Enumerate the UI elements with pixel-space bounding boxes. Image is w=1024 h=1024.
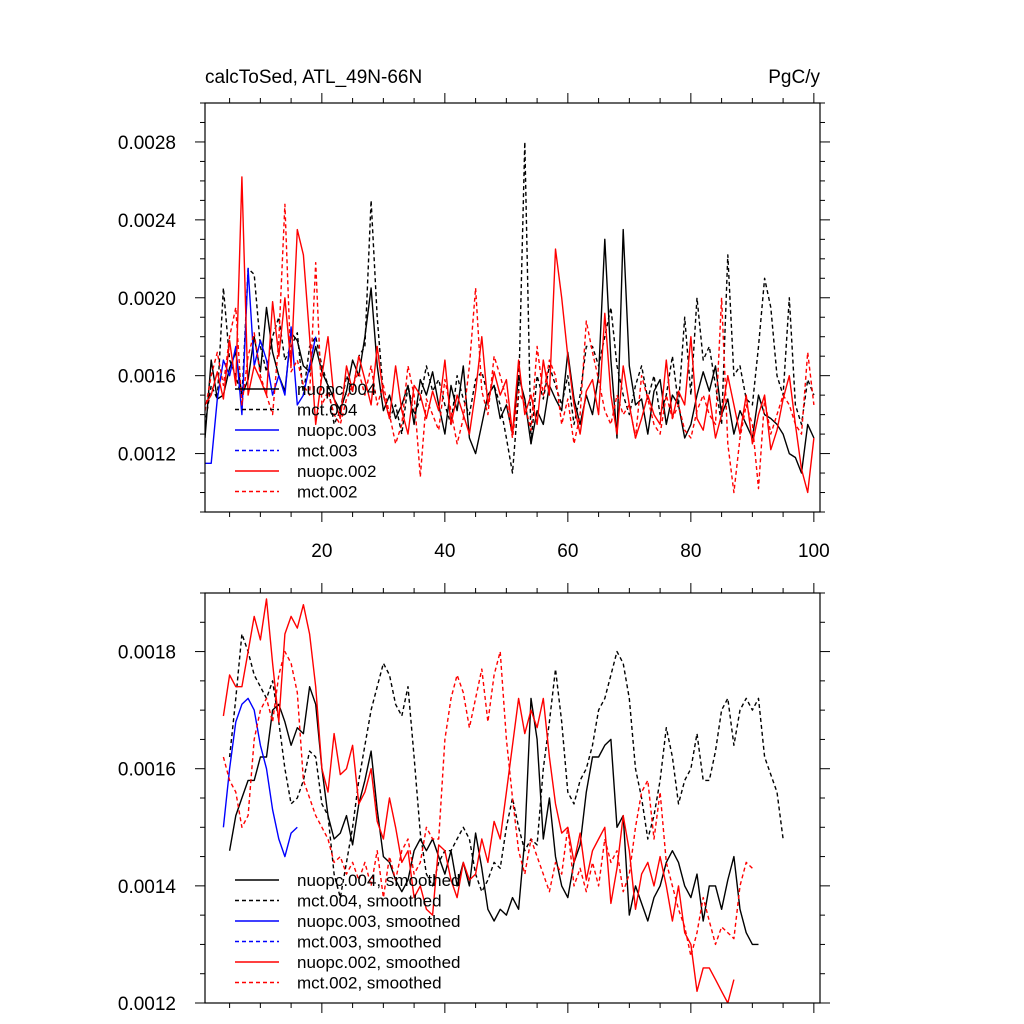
bottom-panel: 0.0012 0.0014 0.0016 0.0018 nuopc.004, smoot…: [118, 583, 830, 1015]
plot-frame: [204, 102, 821, 513]
series-line-nuopc-004: [205, 228, 815, 474]
legend-label: nuopc.002, smoothed: [297, 953, 461, 972]
series-line-mct-004: [205, 141, 815, 474]
chart-title: calcToSed, ATL_49N-66N: [205, 67, 422, 88]
y-tick-label: 0.0020: [118, 289, 176, 310]
top-panel: 20 40 60 80 100 0.0012 0.0016 0.0020 0.0024 0.002…: [118, 93, 830, 562]
y-tick-label: 0.0024: [118, 211, 177, 232]
legend-label: nuopc.003: [297, 421, 376, 440]
y-tick-label: 0.0028: [118, 133, 176, 154]
series-line-mct-004-smoothed: [228, 633, 784, 899]
chart-units: PgC/y: [768, 67, 820, 88]
series-line-nuopc-004-smoothed: [228, 686, 759, 946]
y-tick-label: 0.0014: [118, 877, 177, 898]
series-line-mct-002-smoothed: [222, 650, 753, 957]
y-tick-label: 0.0016: [118, 367, 176, 388]
series-lines: [222, 598, 784, 1003]
legend-label: mct.004: [297, 401, 357, 420]
y-tick-label: 0.0012: [118, 445, 176, 466]
series-line-nuopc-002-smoothed: [222, 598, 735, 1003]
x-tick-label: 40: [434, 541, 455, 562]
legend-label: nuopc.004: [297, 380, 376, 399]
legend-label: mct.002, smoothed: [297, 974, 442, 993]
legend-label: nuopc.003, smoothed: [297, 912, 461, 931]
axis-ticks: [195, 93, 830, 522]
x-tick-label: 80: [680, 541, 701, 562]
legend-label: mct.002: [297, 483, 357, 502]
series-line-nuopc-003: [205, 267, 317, 464]
axis-ticks: [195, 583, 830, 1013]
y-tick-label: 0.0012: [118, 994, 176, 1015]
series-line-nuopc-002: [205, 176, 815, 494]
y-tick-label: 0.0016: [118, 760, 176, 781]
legend-label: mct.003: [297, 442, 357, 461]
legend-label: mct.004, smoothed: [297, 892, 442, 911]
x-tick-label: 20: [311, 541, 332, 562]
series-line-mct-002: [205, 203, 815, 494]
x-tick-label: 100: [798, 541, 830, 562]
legend-label: mct.003, smoothed: [297, 933, 442, 952]
legend-label: nuopc.002: [297, 462, 376, 481]
series-lines: [205, 141, 815, 494]
y-tick-label: 0.0018: [118, 643, 176, 664]
legend-label: nuopc.004, smoothed: [297, 871, 461, 890]
x-tick-label: 60: [557, 541, 578, 562]
series-line-nuopc-003-smoothed: [222, 697, 298, 858]
